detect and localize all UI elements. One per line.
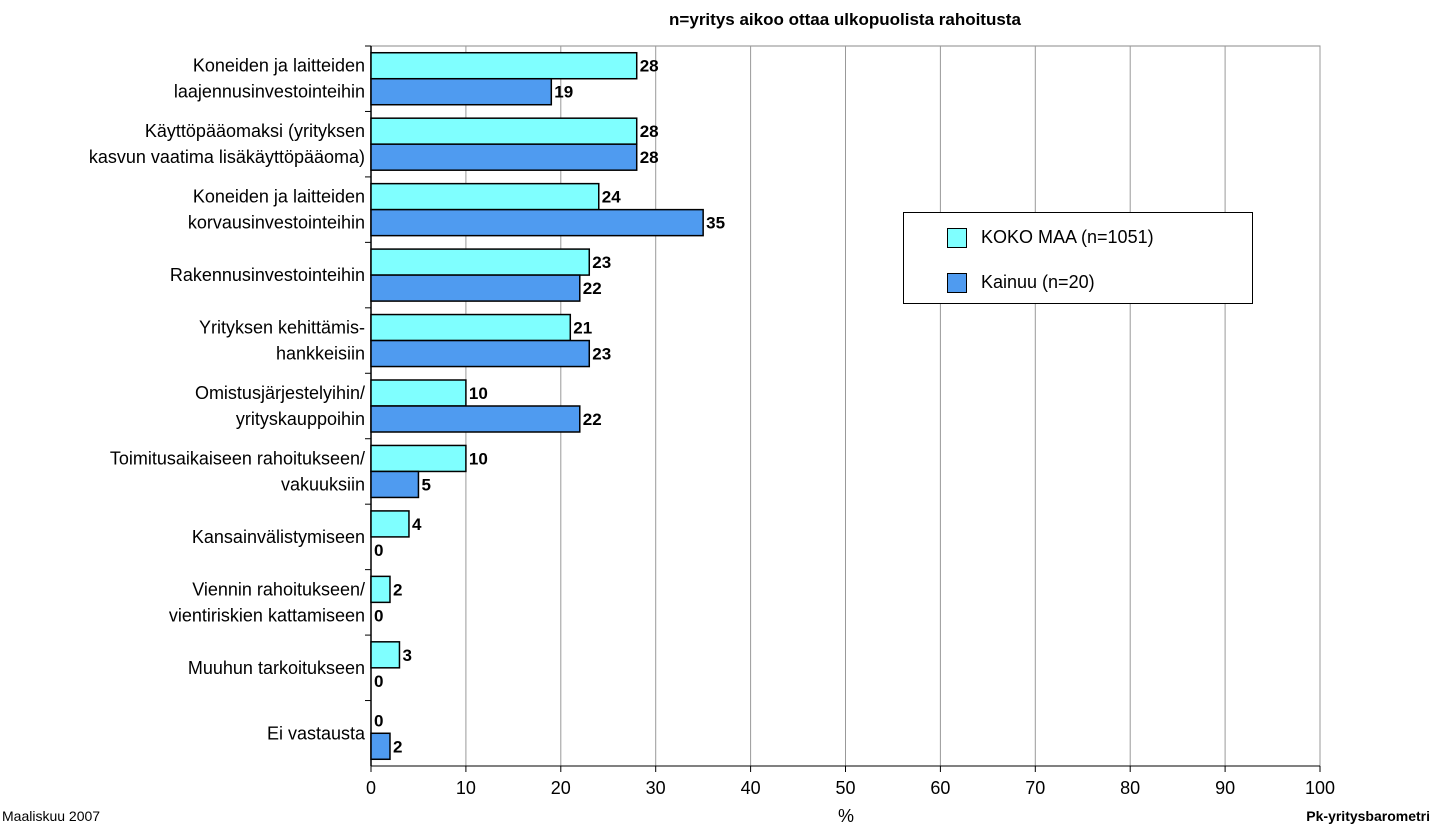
category-label: Koneiden ja laitteiden korvausinvestointe… [188, 187, 365, 233]
value-label-kainuu: 22 [583, 279, 602, 298]
bar-koko-maa [370, 182, 600, 211]
x-tick-label-50: 50 [835, 778, 855, 798]
value-label-kainuu: 22 [583, 410, 602, 429]
legend-item-kainuu: Kainuu (n=20) [947, 272, 1095, 293]
value-label-koko-maa: 2 [393, 580, 402, 599]
value-label-kainuu: 0 [374, 672, 383, 691]
legend-swatch-kainuu [947, 272, 967, 293]
bar-koko-maa [370, 575, 391, 604]
x-tick-label-90: 90 [1215, 778, 1235, 798]
category-label: Viennin rahoitukseen/vientiriskien katta… [169, 579, 365, 625]
x-tick-label-100: 100 [1305, 778, 1335, 798]
x-tick-label-0: 0 [366, 778, 376, 798]
value-label-kainuu: 23 [592, 345, 611, 364]
value-label-kainuu: 5 [421, 475, 430, 494]
bar-koko-maa [370, 51, 638, 80]
chart-legend: KOKO MAA (n=1051) Kainuu (n=20) [903, 212, 1253, 304]
value-label-koko-maa: 28 [640, 57, 659, 76]
bar-koko-maa [370, 117, 638, 145]
bar-kainuu [370, 470, 420, 499]
value-label-koko-maa: 28 [640, 122, 659, 141]
x-tick-label-60: 60 [930, 778, 950, 798]
footer-source: Pk-yritysbarometri [1306, 808, 1430, 824]
value-label-kainuu: 19 [554, 83, 573, 102]
category-label: Ei vastausta [267, 723, 366, 743]
value-label-koko-maa: 3 [402, 646, 411, 665]
value-label-kainuu: 35 [706, 214, 725, 233]
chart-subtitle: n=yritys aikoo ottaa ulkopuolista rahoit… [669, 10, 1021, 29]
value-label-koko-maa: 24 [602, 188, 621, 207]
bar-kainuu [370, 143, 638, 171]
category-label: Rakennusinvestointeihin [170, 265, 365, 285]
x-tick-label-80: 80 [1120, 778, 1140, 798]
value-label-koko-maa: 10 [469, 449, 488, 468]
value-label-kainuu: 0 [374, 541, 383, 560]
value-label-koko-maa: 4 [412, 515, 422, 534]
value-label-koko-maa: 10 [469, 384, 488, 403]
bar-kainuu [370, 208, 704, 237]
x-tick-label-20: 20 [551, 778, 571, 798]
category-label: Toimitusaikaiseen rahoitukseen/vakuuksii… [110, 448, 365, 494]
category-label: Kansainvälistymiseen [192, 527, 365, 547]
bar-koko-maa [370, 248, 591, 276]
value-label-kainuu: 28 [640, 148, 659, 167]
value-label-koko-maa: 23 [592, 253, 611, 272]
x-tick-label-70: 70 [1025, 778, 1045, 798]
legend-item-koko-maa: KOKO MAA (n=1051) [947, 227, 1154, 248]
value-label-koko-maa: 0 [374, 711, 383, 730]
bar-koko-maa [370, 510, 410, 538]
x-tick-label-10: 10 [456, 778, 476, 798]
x-tick-label-30: 30 [646, 778, 666, 798]
bar-koko-maa [370, 641, 401, 669]
value-label-kainuu: 2 [393, 737, 402, 756]
category-label: Käyttöpääomaksi (yrityksen kasvun vaatima… [89, 121, 365, 167]
bar-koko-maa [370, 313, 572, 342]
x-axis-label: % [838, 806, 855, 826]
category-label: Muuhun tarkoitukseen [188, 658, 365, 678]
category-label: Omistusjärjestelyihin/yrityskauppoihin [195, 383, 365, 429]
category-label: Koneiden ja laitteiden laajennusinvestoin… [174, 56, 365, 102]
bar-koko-maa [370, 379, 467, 407]
value-label-koko-maa: 21 [573, 319, 592, 338]
legend-label-kainuu: Kainuu (n=20) [981, 272, 1095, 292]
bar-kainuu [370, 77, 553, 106]
bar-koko-maa [370, 444, 467, 473]
value-label-kainuu: 0 [374, 606, 383, 625]
legend-swatch-koko-maa [947, 227, 967, 248]
bar-kainuu [370, 339, 591, 368]
legend-label-koko-maa: KOKO MAA (n=1051) [981, 227, 1154, 247]
bar-kainuu [370, 274, 581, 302]
x-tick-label-40: 40 [741, 778, 761, 798]
bar-kainuu [370, 732, 391, 761]
bar-kainuu [370, 405, 581, 433]
category-label: Yrityksen kehittämis-hankkeisiin [199, 318, 365, 364]
footer-date: Maaliskuu 2007 [2, 808, 101, 824]
